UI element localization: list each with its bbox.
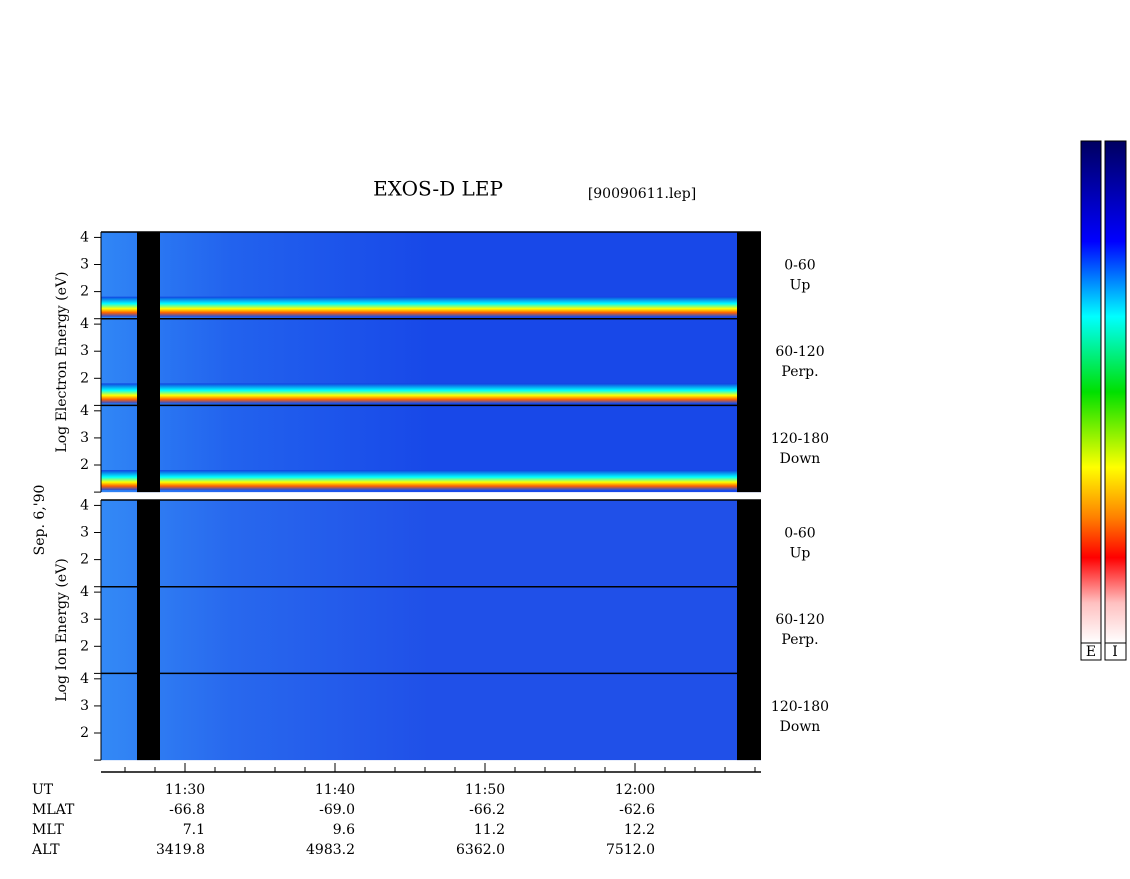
y-tick-label: 4 — [80, 671, 89, 687]
colorbar-label: E — [1086, 644, 1096, 660]
date-label: Sep. 6,'90 — [32, 485, 48, 556]
y-tick-label: 3 — [80, 525, 89, 541]
file-label: [90090611.lep] — [588, 186, 696, 202]
orbit-value: 4983.2 — [306, 842, 355, 858]
channel-angle: 120-180 — [771, 699, 829, 715]
row-label: MLT — [32, 822, 64, 838]
y-tick-label: 4 — [80, 403, 89, 419]
x-tick-label: 11:30 — [165, 782, 205, 798]
y-tick-label: 3 — [80, 343, 89, 359]
orbit-value: -69.0 — [319, 802, 355, 818]
orbit-value: 12.2 — [624, 822, 655, 838]
colorbar-label-box — [1104, 642, 1127, 661]
channel-angle: 0-60 — [784, 525, 815, 541]
colorbar-label-box — [1080, 642, 1102, 661]
colorbar — [1080, 140, 1102, 644]
chart-title: EXOS-D LEP — [373, 177, 503, 201]
data-gap — [737, 405, 761, 493]
row-label: ALT — [31, 842, 60, 858]
row-label: UT — [32, 782, 54, 798]
channel-angle: 60-120 — [775, 612, 824, 628]
channel-direction: Up — [790, 277, 811, 293]
plots: 2 3 4 2 3 4 2 3 4 2 3 4 2 3 4 2 3 4 — [80, 229, 761, 761]
data-gap — [137, 318, 160, 406]
band — [101, 470, 737, 491]
data-gap — [137, 232, 160, 319]
data-gap — [737, 318, 761, 406]
channel-direction: Down — [780, 451, 821, 467]
y-axis-label: Log Ion Energy (eV) — [54, 558, 70, 701]
data-gap — [137, 500, 160, 587]
x-tick-label: 11:50 — [465, 782, 505, 798]
channel-angle: 60-120 — [775, 344, 824, 360]
channel-angle: 0-60 — [784, 257, 815, 273]
x-tick-label: 12:00 — [615, 782, 655, 798]
data-gap — [137, 673, 160, 761]
y-tick-label: 3 — [80, 257, 89, 273]
y-tick-label: 4 — [80, 316, 89, 332]
orbit-value: -66.8 — [169, 802, 205, 818]
orbit-value: 9.6 — [333, 822, 355, 838]
channel-direction: Perp. — [781, 632, 818, 648]
data-gap — [737, 232, 761, 319]
y-tick-label: 3 — [80, 698, 89, 714]
y-axis-label: Log Electron Energy (eV) — [54, 272, 70, 453]
channel-direction: Perp. — [781, 364, 818, 380]
colorbar — [1104, 140, 1127, 644]
orbit-value: -62.6 — [619, 802, 655, 818]
data-gap — [737, 500, 761, 587]
orbit-value: 3419.8 — [156, 842, 205, 858]
orbit-value: -66.2 — [469, 802, 505, 818]
y-tick-label: 4 — [80, 229, 89, 245]
y-tick-label: 4 — [80, 584, 89, 600]
orbit-value: 6362.0 — [456, 842, 505, 858]
y-tick-label: 2 — [80, 457, 89, 473]
channel-direction: Up — [790, 545, 811, 561]
band — [101, 296, 737, 317]
orbit-value: 7.1 — [183, 822, 205, 838]
y-tick-label: 2 — [80, 284, 89, 300]
data-gap — [137, 405, 160, 493]
y-tick-label: 2 — [80, 638, 89, 654]
channel-direction: Down — [780, 719, 821, 735]
y-tick-label: 3 — [80, 430, 89, 446]
y-tick-label: 2 — [80, 370, 89, 386]
data-gap — [737, 586, 761, 674]
orbit-value: 11.2 — [474, 822, 505, 838]
channel-angle: 120-180 — [771, 431, 829, 447]
colorbar-label: I — [1112, 644, 1118, 660]
y-tick-label: 4 — [80, 497, 89, 513]
band — [101, 383, 737, 404]
y-tick-label: 3 — [80, 611, 89, 627]
data-gap — [737, 673, 761, 761]
y-tick-label: 2 — [80, 725, 89, 741]
x-tick-label: 11:40 — [315, 782, 355, 798]
row-label: MLAT — [32, 802, 75, 818]
data-gap — [137, 586, 160, 674]
y-tick-label: 2 — [80, 552, 89, 568]
orbit-value: 7512.0 — [606, 842, 655, 858]
